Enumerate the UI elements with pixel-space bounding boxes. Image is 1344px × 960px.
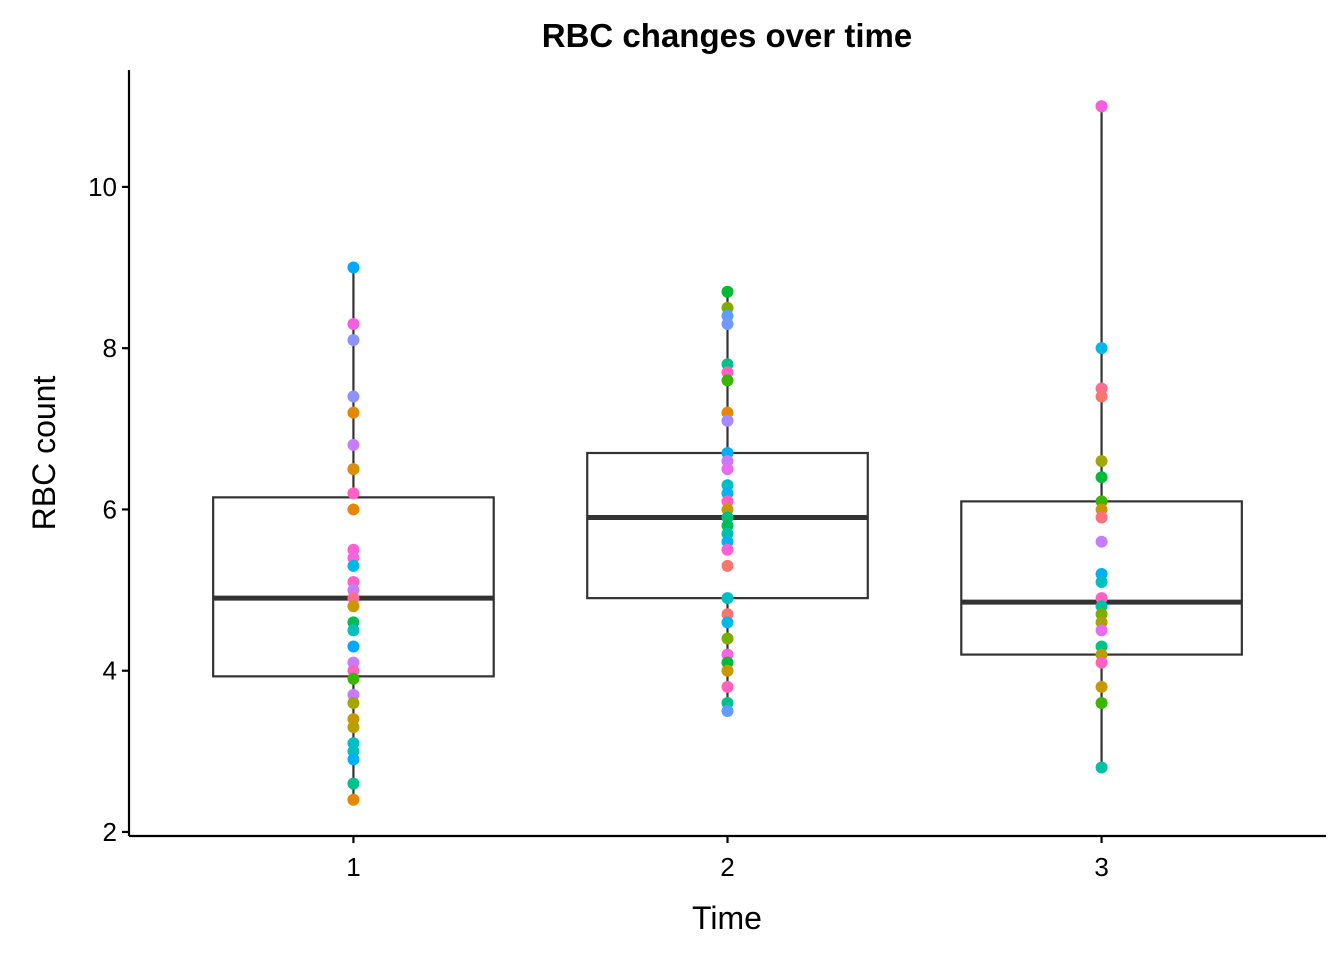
data-point [347,721,360,734]
x-tick-label: 2 [720,852,734,882]
data-point [1095,455,1108,468]
data-point [1095,761,1108,774]
data-point [347,463,360,476]
data-point [721,374,734,387]
data-point [347,334,360,347]
y-tick-label: 8 [103,333,117,363]
chart-title: RBC changes over time [542,17,912,54]
data-point [347,438,360,451]
data-point [721,285,734,298]
data-point [347,777,360,790]
data-point [721,616,734,629]
data-point [721,414,734,427]
data-point [347,261,360,274]
y-tick-label: 4 [103,656,117,686]
y-axis-title: RBC count [26,376,62,531]
data-point [347,624,360,637]
data-point [347,390,360,403]
data-point [721,592,734,605]
data-point [721,705,734,718]
x-tick-label: 3 [1094,852,1108,882]
data-point [1095,390,1108,403]
data-point [347,503,360,516]
data-point [1095,342,1108,355]
data-point [347,793,360,806]
data-point [1095,535,1108,548]
data-point [721,559,734,572]
y-tick-label: 10 [88,172,117,202]
data-point [347,559,360,572]
data-point [347,487,360,500]
x-tick-label: 1 [346,852,360,882]
data-point [721,317,734,330]
data-point [347,753,360,766]
data-point [347,696,360,709]
data-point [1095,656,1108,669]
x-axis-title: Time [692,900,762,936]
data-point [1095,471,1108,484]
data-point [1095,576,1108,589]
data-point [1095,624,1108,637]
data-point [721,632,734,645]
y-tick-label: 6 [103,494,117,524]
data-point [347,406,360,419]
data-point [1095,696,1108,709]
data-point [1095,100,1108,113]
data-point [721,664,734,677]
data-point [347,317,360,330]
data-point [721,463,734,476]
data-point [1095,680,1108,693]
data-point [721,680,734,693]
data-point [721,543,734,556]
data-point [1095,511,1108,524]
y-tick-label: 2 [103,817,117,847]
data-point [347,640,360,653]
data-point [347,672,360,685]
data-point [347,600,360,613]
